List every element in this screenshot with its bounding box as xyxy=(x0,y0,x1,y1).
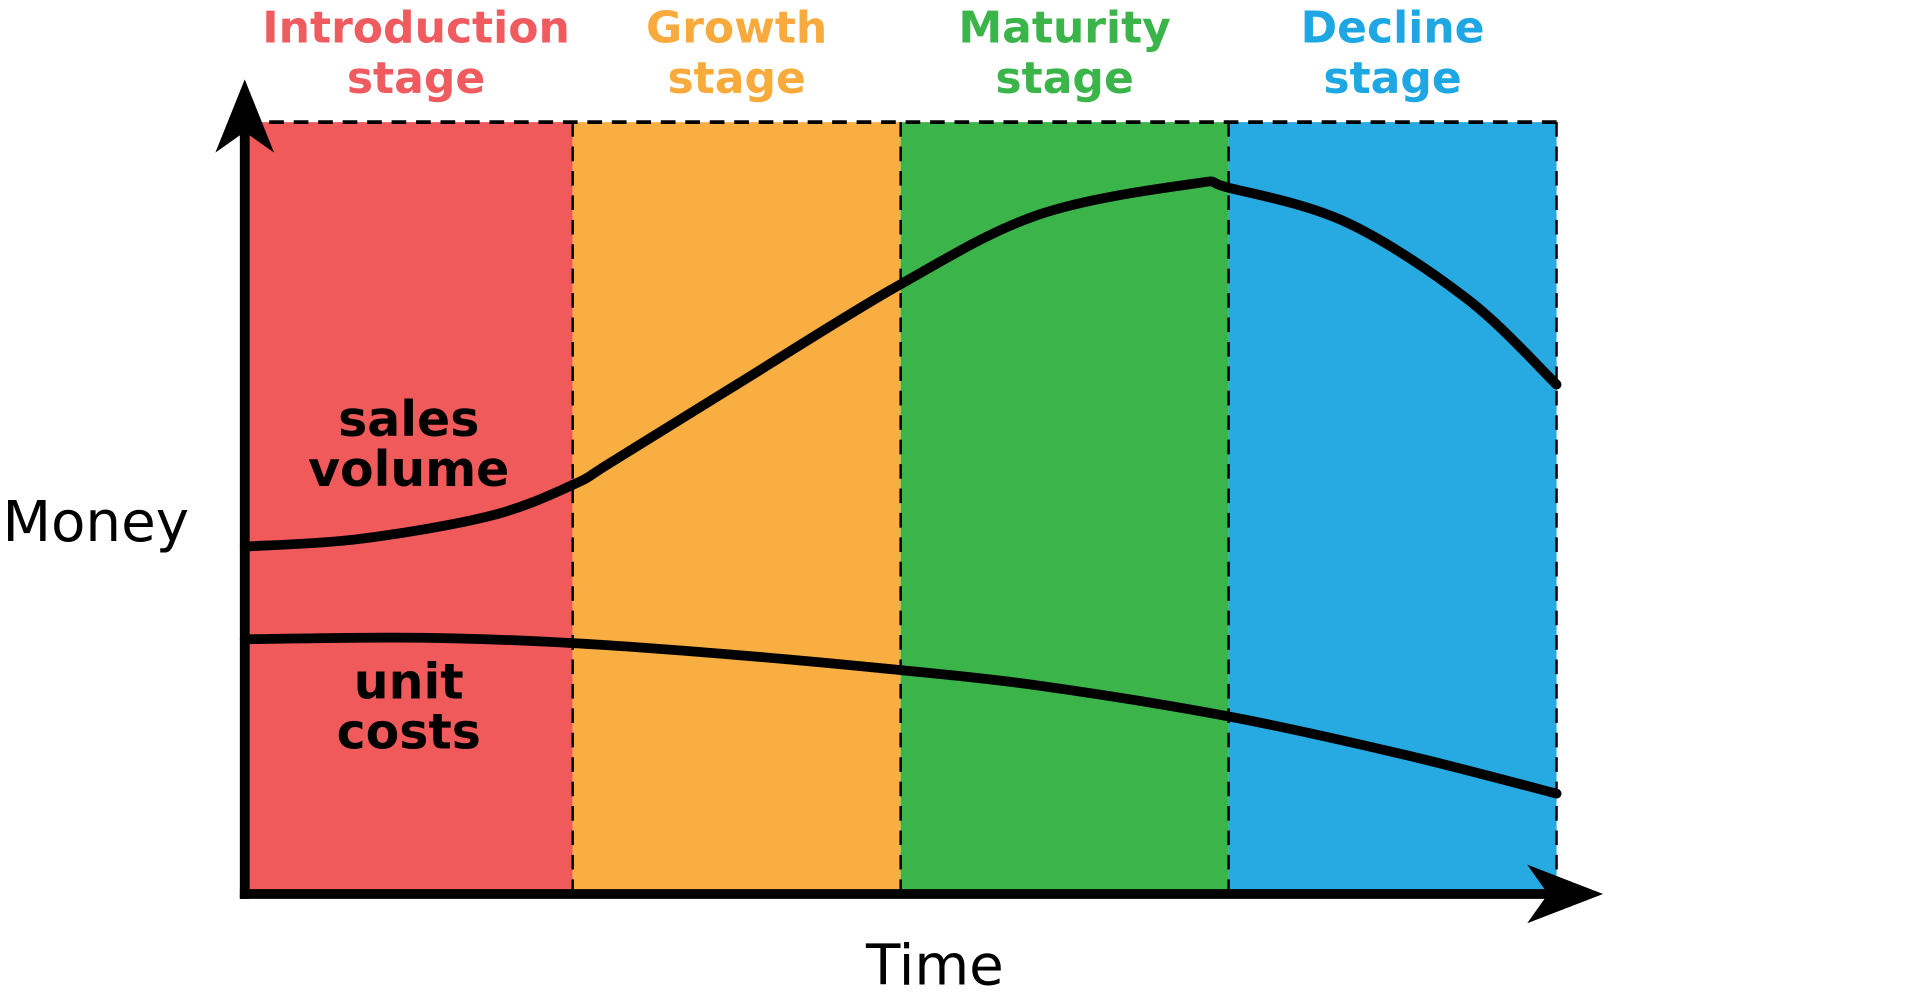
x-axis-arrow-icon xyxy=(1527,864,1604,924)
stage-bands xyxy=(244,122,1557,894)
stage-subtitle-introduction: stage xyxy=(347,53,485,104)
stage-subtitle-decline: stage xyxy=(1323,53,1461,104)
sales-volume-label-line1: sales xyxy=(338,391,479,448)
curve-labels: sales volume unit costs xyxy=(308,391,509,761)
x-axis-label: Time xyxy=(865,933,1004,998)
y-axis-arrow-icon xyxy=(215,79,275,153)
unit-costs-label-line2: costs xyxy=(337,704,481,761)
unit-costs-line xyxy=(239,632,1562,799)
sales-volume-label-line2: volume xyxy=(308,441,509,498)
y-axis-label: Money xyxy=(2,490,189,555)
stage-titles: IntroductionstageGrowthstageMaturitystag… xyxy=(262,3,1484,104)
stage-subtitle-maturity: stage xyxy=(995,53,1133,104)
stage-title-growth: Growth xyxy=(646,3,827,54)
stage-band-maturity xyxy=(900,122,1229,894)
stage-subtitle-growth: stage xyxy=(667,53,805,104)
unit-costs-label-line1: unit xyxy=(354,654,464,711)
stage-title-decline: Decline xyxy=(1301,3,1485,54)
sales-volume-line xyxy=(239,176,1562,552)
axes: Money Time xyxy=(2,79,1604,998)
stage-title-introduction: Introduction xyxy=(262,3,570,54)
curves xyxy=(239,176,1562,799)
stage-band-growth xyxy=(572,122,901,894)
stage-title-maturity: Maturity xyxy=(958,3,1171,54)
stage-dividers xyxy=(244,120,1558,894)
